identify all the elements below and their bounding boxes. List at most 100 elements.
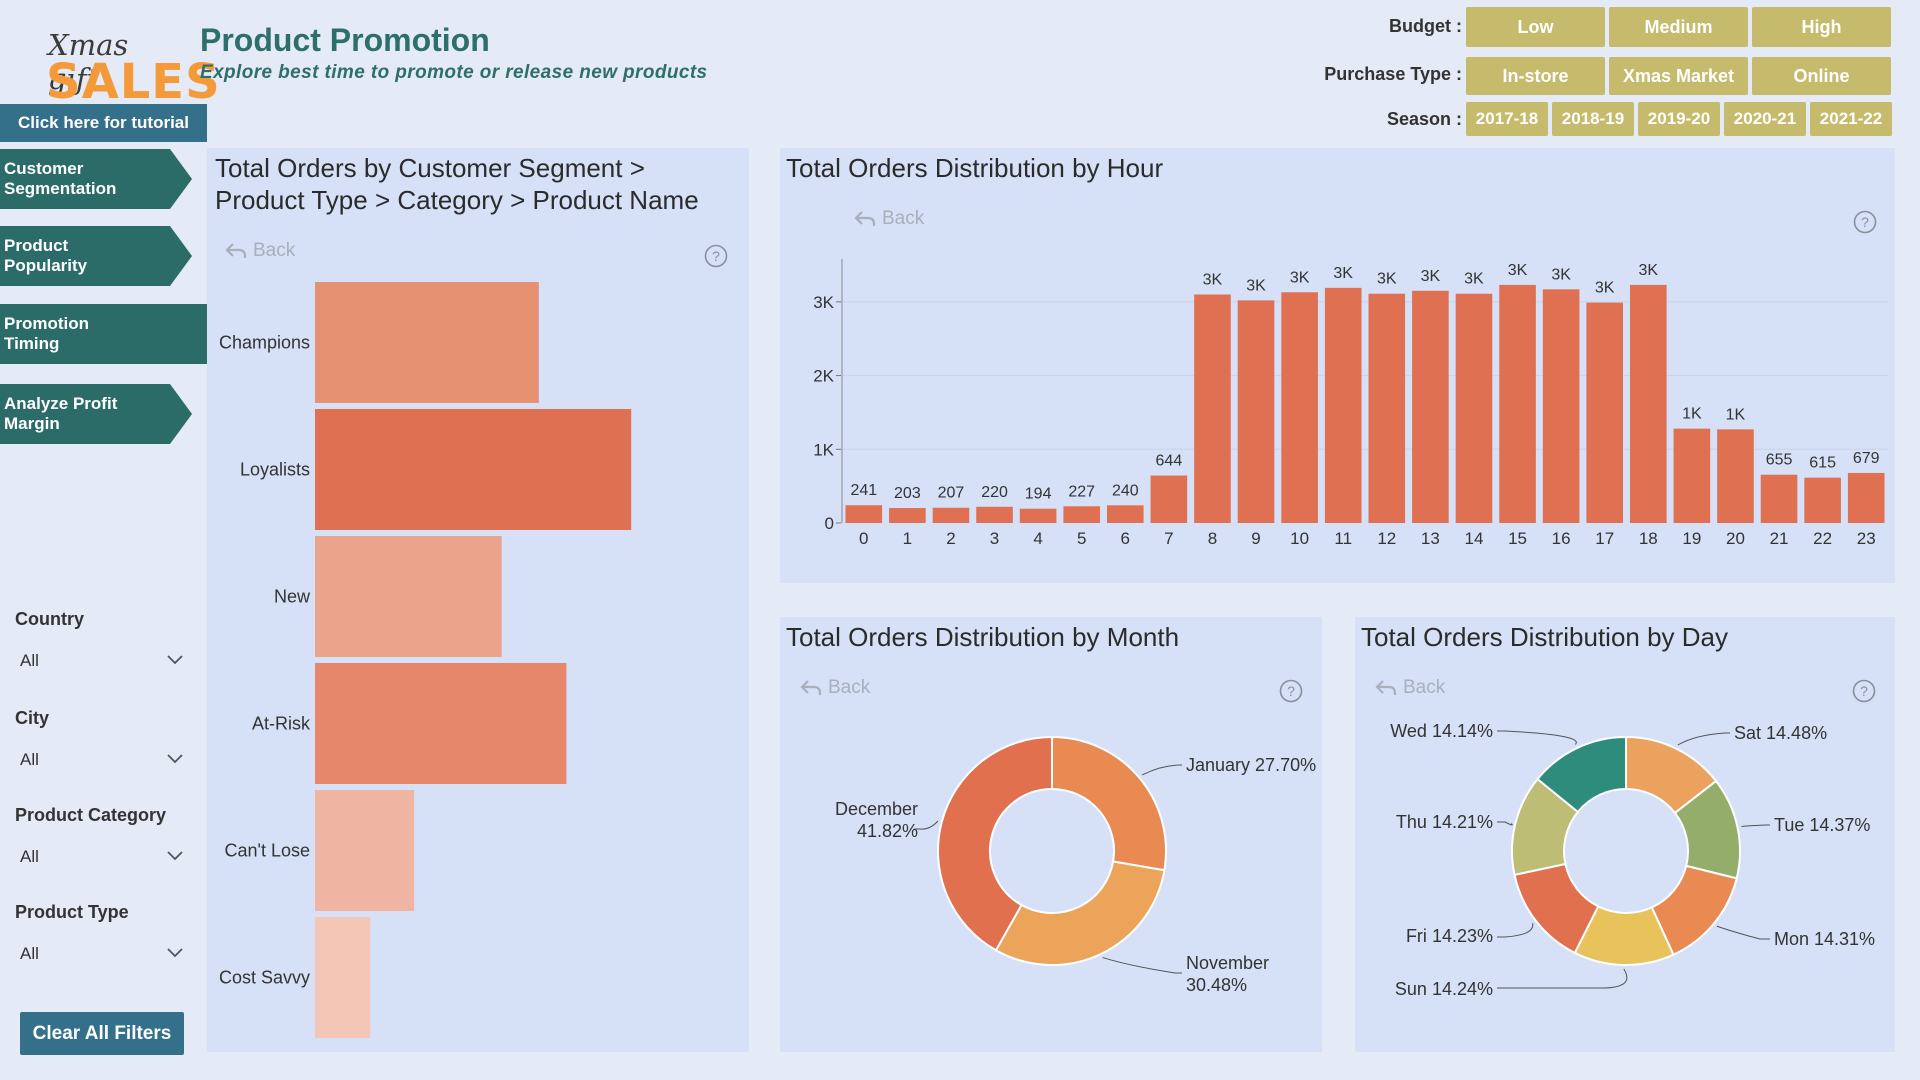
hour-xtick-label: 4 bbox=[1033, 529, 1042, 548]
segment-chart-title-line2: Product Type > Category > Product Name bbox=[215, 185, 699, 215]
budget-high-button[interactable]: High bbox=[1752, 7, 1891, 47]
help-icon[interactable]: ? bbox=[1852, 679, 1876, 703]
hour-data-label: 3K bbox=[1246, 277, 1266, 294]
hour-bar bbox=[1150, 475, 1188, 523]
hour-xtick-label: 2 bbox=[946, 529, 955, 548]
product-type-dropdown-value: All bbox=[20, 944, 39, 963]
nav-product-popularity[interactable]: Product Popularity bbox=[0, 226, 192, 286]
purchase-instore-button[interactable]: In-store bbox=[1466, 57, 1605, 95]
nav-analyze-profit-margin[interactable]: Analyze Profit Margin bbox=[0, 384, 192, 444]
back-arrow-icon bbox=[800, 680, 822, 695]
hour-bar bbox=[1455, 293, 1493, 523]
hour-xtick-label: 17 bbox=[1595, 529, 1614, 548]
purchase-xmas-market-button[interactable]: Xmas Market bbox=[1609, 57, 1748, 95]
hour-data-label: 3K bbox=[1203, 271, 1223, 288]
donut-slice-label: Thu bbox=[1396, 812, 1427, 832]
donut-slice-pct: 14.23% bbox=[1427, 926, 1493, 946]
hour-bar bbox=[1586, 302, 1624, 523]
hour-xtick-label: 5 bbox=[1077, 529, 1086, 548]
back-arrow-icon bbox=[1375, 680, 1397, 695]
segment-label: Cost Savvy bbox=[219, 968, 310, 988]
product-type-dropdown[interactable]: All bbox=[20, 944, 185, 964]
season-2017-18-button[interactable]: 2017-18 bbox=[1466, 102, 1548, 136]
back-arrow-icon bbox=[854, 211, 876, 226]
nav-customer-segmentation[interactable]: Customer Segmentation bbox=[0, 149, 192, 209]
segment-label: Loyalists bbox=[240, 460, 310, 480]
budget-medium-button[interactable]: Medium bbox=[1609, 7, 1748, 47]
segment-chart-title: Total Orders by Customer Segment > Produ… bbox=[215, 152, 699, 216]
donut-slice bbox=[937, 735, 1053, 952]
country-dropdown[interactable]: All bbox=[20, 651, 185, 671]
hour-xtick-label: 12 bbox=[1377, 529, 1396, 548]
season-2021-22-button[interactable]: 2021-22 bbox=[1810, 102, 1892, 136]
donut-slice-pct: 14.31% bbox=[1809, 929, 1875, 949]
hour-xtick-label: 19 bbox=[1682, 529, 1701, 548]
hour-data-label: 3K bbox=[1595, 280, 1615, 297]
clear-all-filters-button[interactable]: Clear All Filters bbox=[20, 1012, 184, 1055]
segment-chart-title-line1: Total Orders by Customer Segment > bbox=[215, 153, 645, 183]
country-slicer-label: Country bbox=[15, 609, 84, 629]
segment-back-button[interactable]: Back bbox=[225, 240, 295, 262]
day-back-button[interactable]: Back bbox=[1375, 677, 1445, 699]
hour-xtick-label: 21 bbox=[1770, 529, 1789, 548]
segment-bar bbox=[315, 917, 371, 1038]
donut-slice bbox=[994, 860, 1166, 966]
hour-back-button[interactable]: Back bbox=[854, 208, 924, 230]
nav-label: Margin bbox=[4, 414, 60, 433]
segment-label: Champions bbox=[219, 333, 310, 353]
hour-data-label: 227 bbox=[1068, 483, 1095, 500]
back-arrow-icon bbox=[225, 243, 247, 258]
page-subtitle: Explore best time to promote or release … bbox=[200, 62, 708, 83]
hour-data-label: 1K bbox=[1726, 406, 1746, 423]
donut-slice-text: January 27.70% bbox=[1186, 755, 1316, 775]
segment-bar bbox=[315, 536, 502, 657]
segment-bar-chart: Champions Loyalists New At-Risk Can't Lose Co… bbox=[219, 282, 632, 1038]
nav-promotion-timing[interactable]: Promotion Timing bbox=[0, 304, 208, 364]
season-2018-19-button[interactable]: 2018-19 bbox=[1552, 102, 1634, 136]
chevron-down-icon bbox=[167, 655, 183, 665]
help-icon[interactable]: ? bbox=[1279, 679, 1303, 703]
purchase-online-button[interactable]: Online bbox=[1752, 57, 1891, 95]
hour-bar bbox=[1368, 293, 1406, 523]
budget-low-button[interactable]: Low bbox=[1466, 7, 1605, 47]
help-icon[interactable]: ? bbox=[704, 244, 728, 268]
donut-slice-text: Tue 14.37% bbox=[1774, 815, 1870, 835]
hour-xtick-label: 10 bbox=[1290, 529, 1309, 548]
segment-chart-panel: Total Orders by Customer Segment > Produ… bbox=[207, 148, 749, 1052]
city-dropdown[interactable]: All bbox=[20, 750, 185, 770]
season-2019-20-button[interactable]: 2019-20 bbox=[1638, 102, 1720, 136]
hour-bar bbox=[1324, 287, 1362, 523]
month-back-button[interactable]: Back bbox=[800, 677, 870, 699]
donut-slice-pct: 30.48% bbox=[1186, 975, 1247, 995]
hour-data-label: 3K bbox=[1551, 266, 1571, 283]
tutorial-button[interactable]: Click here for tutorial bbox=[0, 104, 207, 142]
donut-slice-label: November bbox=[1186, 953, 1269, 973]
donut-leader-line bbox=[914, 820, 939, 830]
donut-slice-text: Sat 14.48% bbox=[1734, 723, 1827, 743]
segment-bar bbox=[315, 409, 632, 530]
day-donut-chart: Sat 14.48% Tue 14.37% Mon 14.31% Sun 14.24%… bbox=[1390, 721, 1875, 999]
hour-data-label: 241 bbox=[850, 482, 877, 499]
day-chart-panel: Total Orders Distribution by Day Back ? … bbox=[1355, 617, 1895, 1052]
donut-slice-label: Sat bbox=[1734, 723, 1761, 743]
hour-xtick-label: 6 bbox=[1121, 529, 1130, 548]
product-category-dropdown[interactable]: All bbox=[20, 847, 185, 867]
product-type-slicer-label: Product Type bbox=[15, 902, 129, 922]
help-icon[interactable]: ? bbox=[1853, 210, 1877, 234]
donut-slice-pct: 27.70% bbox=[1250, 755, 1316, 775]
hour-xtick-label: 7 bbox=[1164, 529, 1173, 548]
hour-data-label: 203 bbox=[894, 485, 921, 502]
donut-slice-pct: 14.14% bbox=[1427, 721, 1493, 741]
country-dropdown-value: All bbox=[20, 651, 39, 670]
hour-data-label: 194 bbox=[1025, 486, 1052, 503]
hour-bar bbox=[1847, 472, 1885, 523]
season-2020-21-button[interactable]: 2020-21 bbox=[1724, 102, 1806, 136]
hour-xtick-label: 22 bbox=[1813, 529, 1832, 548]
hour-xtick-label: 0 bbox=[859, 529, 868, 548]
hour-xtick-label: 14 bbox=[1464, 529, 1483, 548]
city-dropdown-value: All bbox=[20, 750, 39, 769]
donut-leader-line bbox=[1497, 821, 1513, 826]
hour-bar bbox=[1542, 289, 1580, 523]
hour-xtick-label: 1 bbox=[903, 529, 912, 548]
